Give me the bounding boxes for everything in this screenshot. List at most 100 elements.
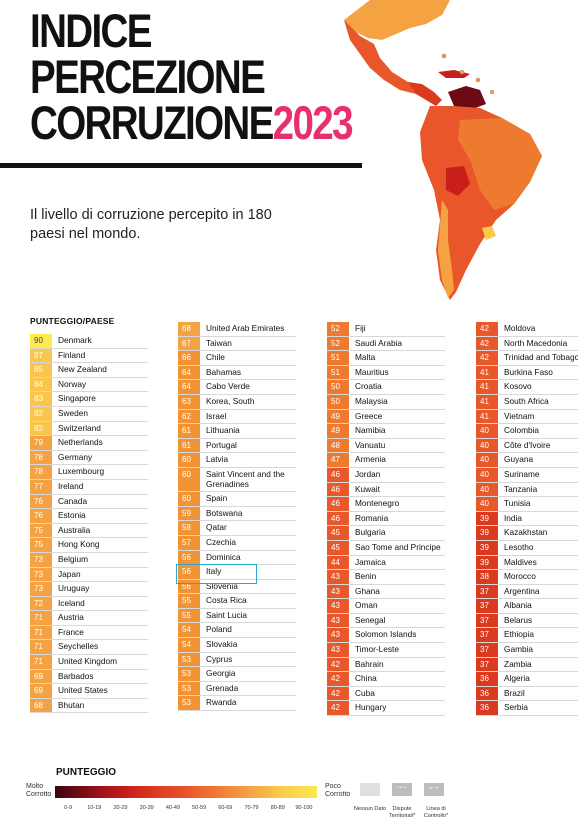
country-row: 37 Belarus	[476, 613, 578, 629]
country-row: 83 Singapore	[30, 392, 148, 407]
country-name: Guyana	[504, 454, 534, 465]
country-score: 59	[178, 506, 200, 521]
country-score: 36	[476, 701, 498, 716]
country-name: Rwanda	[206, 697, 237, 708]
country-name: Switzerland	[58, 422, 101, 433]
country-score: 46	[327, 511, 349, 526]
country-score: 43	[327, 643, 349, 657]
country-name: Belgium	[58, 553, 88, 564]
country-name: Montenegro	[355, 498, 400, 509]
legend-tick-label: 90-100	[295, 805, 313, 811]
country-name: Saudi Arabia	[355, 337, 403, 348]
country-name: Mauritius	[355, 366, 389, 377]
country-row: 41 Vietnam	[476, 409, 578, 425]
country-name: Greece	[355, 410, 383, 421]
country-score: 73	[30, 567, 52, 582]
country-name: Denmark	[58, 335, 92, 345]
country-name: Solomon Islands	[355, 629, 417, 640]
country-row: 64 Bahamas	[178, 365, 296, 381]
country-name: Slovenia	[206, 580, 238, 591]
country-score: 53	[178, 681, 200, 696]
legend-tick-label: 20-29	[113, 805, 128, 811]
country-score: 82	[30, 421, 52, 436]
country-row: 36 Serbia	[476, 701, 578, 717]
country-row: 36 Brazil	[476, 686, 578, 702]
country-score: 40	[476, 467, 498, 482]
country-row: 57 Czechia	[178, 535, 296, 551]
country-name: Namibia	[355, 425, 386, 436]
country-name: Kuwait	[355, 483, 380, 494]
title-underline	[0, 163, 362, 168]
country-name: Gambia	[504, 644, 534, 655]
country-row: 41 Burkina Faso	[476, 365, 578, 381]
country-score: 55	[178, 594, 200, 608]
country-row: 45 Bulgaria	[327, 526, 445, 541]
country-score: 37	[476, 584, 498, 599]
country-score: 45	[327, 540, 349, 555]
country-row: 42 Bahrain	[327, 657, 445, 673]
country-name: Bahrain	[355, 658, 384, 669]
country-score: 51	[327, 351, 349, 365]
country-row: 46 Romania	[327, 511, 445, 527]
country-row: 50 Croatia	[327, 380, 445, 395]
title-line-2: PERCEZIONE	[30, 50, 266, 103]
country-name: Tunisia	[504, 498, 531, 509]
country-score: 40	[476, 453, 498, 467]
country-name: Jamaica	[355, 556, 386, 567]
country-score: 43	[327, 599, 349, 613]
country-row: 41 South Africa	[476, 394, 578, 410]
country-name: Botswana	[206, 507, 243, 518]
country-name: Iceland	[58, 597, 85, 608]
country-score: 36	[476, 686, 498, 701]
title-line-1: INDICE	[30, 4, 152, 57]
country-score: 68	[178, 322, 200, 336]
country-name: Ethiopia	[504, 629, 534, 640]
country-name: Timor-Leste	[355, 644, 399, 655]
country-score: 42	[327, 686, 349, 701]
country-name: Qatar	[206, 522, 227, 533]
country-name: Albania	[504, 600, 532, 611]
country-row: 71 Seychelles	[30, 640, 148, 656]
country-score: 47	[327, 453, 349, 467]
country-score: 44	[327, 555, 349, 570]
country-row: 75 Hong Kong	[30, 538, 148, 553]
country-score: 40	[476, 482, 498, 497]
country-name: Finland	[58, 349, 86, 360]
country-name: Cyprus	[206, 653, 233, 664]
country-score: 42	[327, 672, 349, 686]
country-score: 50	[327, 380, 349, 394]
map-venezuela	[448, 86, 486, 110]
map-central-america	[408, 82, 442, 106]
country-score: 41	[476, 365, 498, 380]
country-row: 39 Lesotho	[476, 540, 578, 556]
country-name: United Arab Emirates	[206, 323, 285, 333]
country-row: 66 Chile	[178, 351, 296, 366]
column-2: 68 United Arab Emirates 67 Taiwan 66 Chile 64 B…	[178, 322, 296, 712]
country-row: 60 Latvia	[178, 453, 296, 468]
country-name: Austria	[58, 612, 84, 623]
country-row: 39 India	[476, 511, 578, 527]
country-score: 39	[476, 526, 498, 540]
country-score: 43	[327, 628, 349, 643]
country-score: 43	[327, 584, 349, 599]
country-row: 46 Jordan	[327, 467, 445, 483]
country-score: 76	[30, 494, 52, 509]
country-name: Croatia	[355, 381, 382, 392]
country-row: 50 Malaysia	[327, 394, 445, 410]
country-row: 76 Estonia	[30, 509, 148, 524]
country-row: 40 Colombia	[476, 424, 578, 439]
country-name: Vanuatu	[355, 439, 386, 450]
legend-tick-label: 30-39	[139, 805, 154, 811]
country-score: 53	[178, 652, 200, 667]
country-name: Vietnam	[504, 410, 535, 421]
country-score: 58	[178, 521, 200, 535]
title-block: INDICE PERCEZIONE CORRUZIONE2023	[30, 4, 423, 146]
country-score: 72	[30, 596, 52, 611]
country-name: Seychelles	[58, 641, 99, 652]
country-row: 43 Ghana	[327, 584, 445, 600]
country-name: Ghana	[355, 585, 380, 596]
country-row: 72 Iceland	[30, 596, 148, 612]
country-row: 82 Switzerland	[30, 421, 148, 437]
map-mexico	[344, 20, 420, 94]
country-score: 42	[476, 322, 498, 336]
